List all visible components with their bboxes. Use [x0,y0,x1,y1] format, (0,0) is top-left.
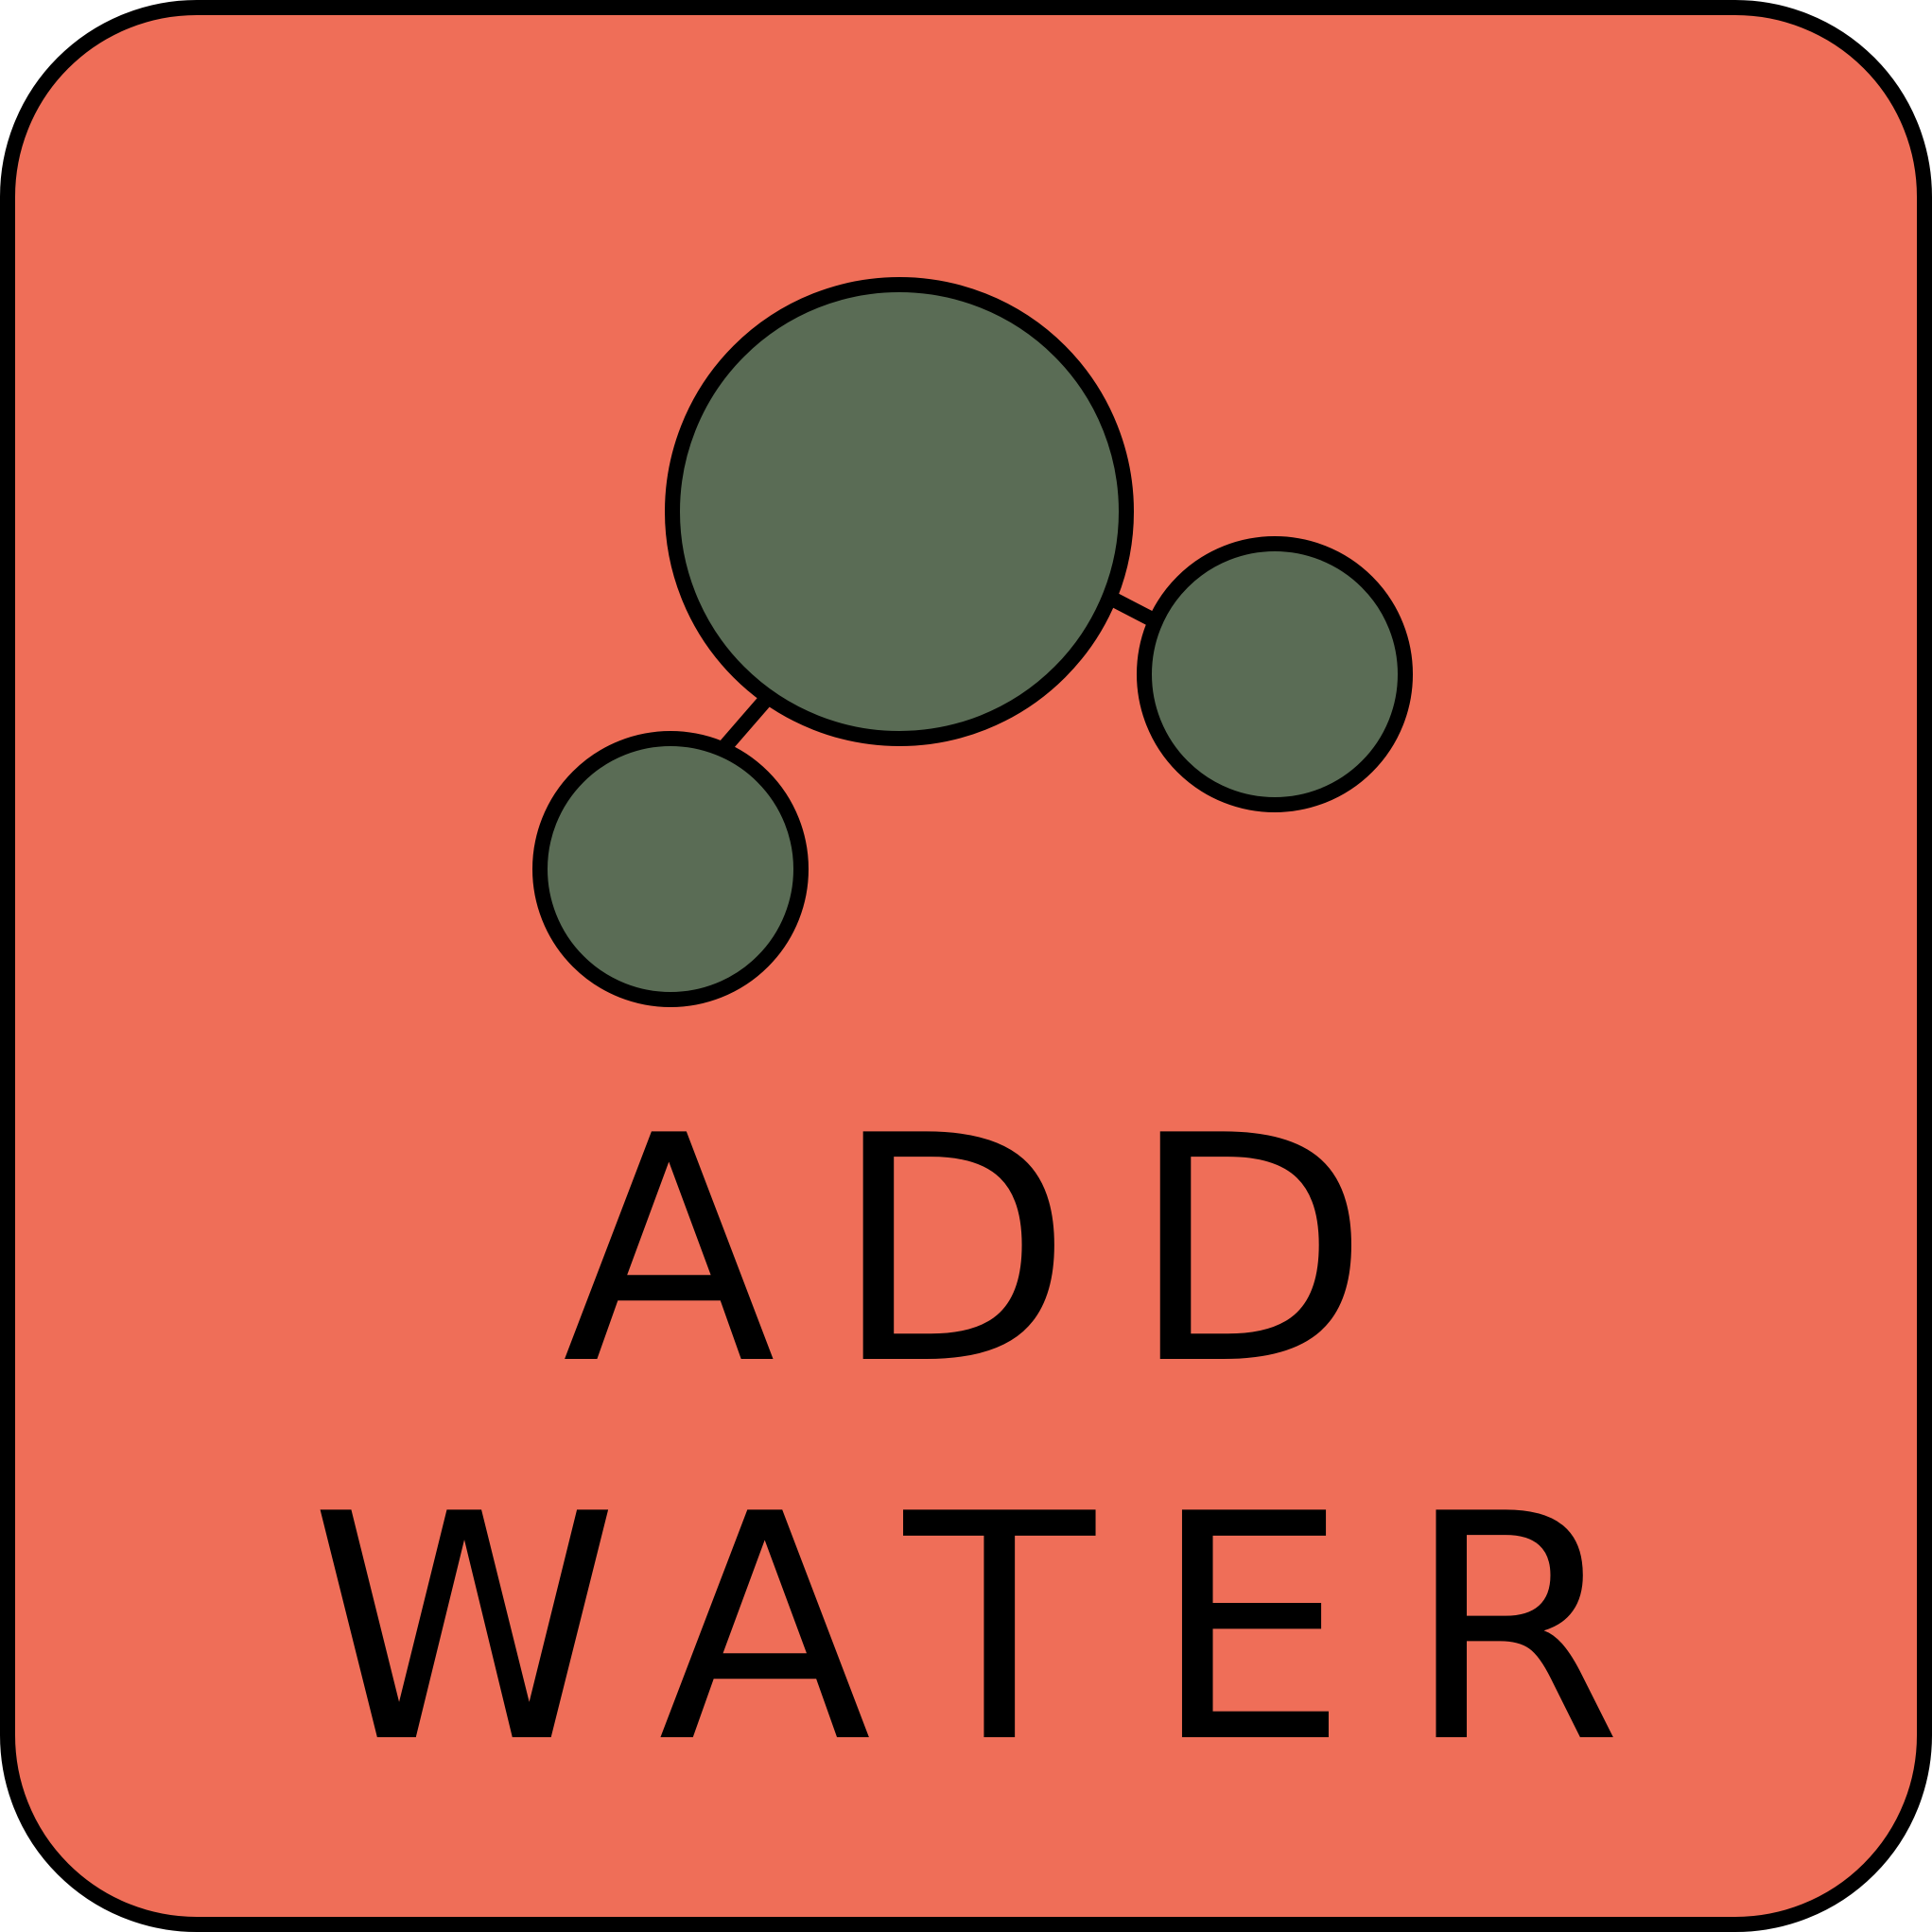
label-line-water: WATER [309,1448,1680,1811]
hydrogen-atom-left [532,731,809,1007]
label-line-add: ADD [562,1070,1427,1433]
bond-left [720,689,776,751]
oxygen-atom [665,277,1134,746]
hydrogen-atom-right [1137,536,1413,812]
water-molecule-icon [532,277,1413,1007]
